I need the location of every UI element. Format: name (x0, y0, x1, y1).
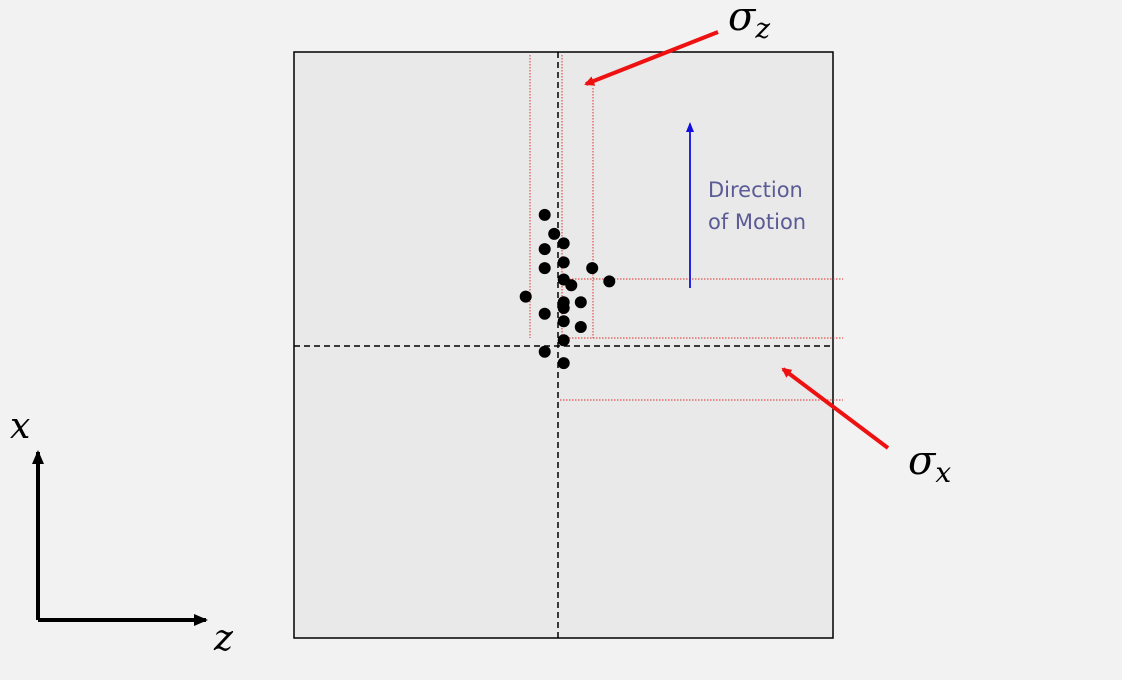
particle-cloud (519, 208, 616, 370)
particle-7 (586, 262, 599, 275)
particle-20 (557, 357, 570, 370)
motion-label-line2: of Motion (708, 210, 806, 234)
axis-x-label: x (10, 406, 30, 447)
particle-16 (557, 315, 570, 328)
particle-13 (574, 296, 587, 309)
sigma-x-symbol: σ (908, 438, 937, 484)
sigma-guide-lines (529, 55, 843, 401)
sigma-z-symbol: σ (728, 0, 757, 40)
particle-10 (603, 275, 616, 288)
axis-z-label: z (213, 618, 234, 659)
particle-14 (557, 302, 570, 314)
particle-6 (538, 262, 551, 275)
sigma-x-label: σx (908, 438, 951, 489)
particle-18 (557, 334, 570, 347)
particle-11 (519, 290, 532, 303)
particle-19 (538, 345, 551, 358)
sigma-x-subscript: x (935, 456, 951, 489)
particle-15 (538, 307, 551, 320)
sigma-z-subscript: z (754, 12, 770, 45)
particle-5 (557, 256, 570, 269)
sigma-z-label: σz (728, 0, 770, 45)
particle-17 (574, 321, 587, 333)
particle-3 (557, 237, 570, 250)
sigma-x-arrow (781, 367, 890, 450)
particle-1 (538, 208, 551, 221)
sigma-z-arrow (584, 30, 719, 86)
particle-9 (565, 279, 578, 292)
particle-2 (548, 227, 561, 240)
motion-label-line1: Direction (708, 178, 803, 202)
particle-4 (538, 243, 551, 256)
